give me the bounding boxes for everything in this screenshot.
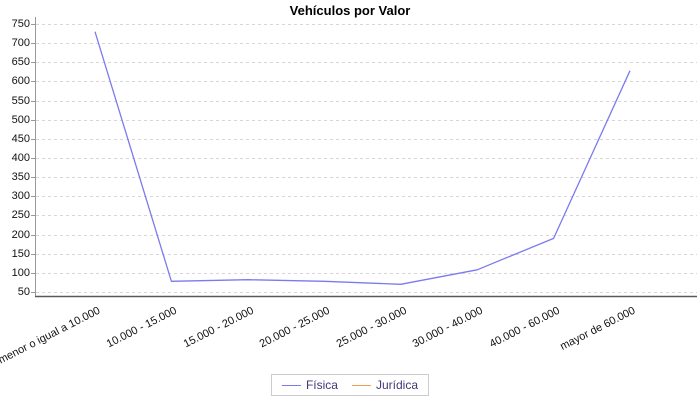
legend-item: Jurídica <box>351 378 419 392</box>
y-tick-label: 700 <box>11 36 30 49</box>
y-tick-label: 500 <box>11 113 30 126</box>
y-tick-label: 250 <box>11 208 30 221</box>
y-tick-label: 100 <box>11 266 30 279</box>
y-tick-label: 750 <box>11 17 30 30</box>
y-tick-label: 50 <box>17 285 30 298</box>
y-tick-label: 350 <box>11 170 30 183</box>
legend: Física Jurídica <box>270 374 430 396</box>
legend-label: Física <box>305 378 338 392</box>
y-tick-label: 300 <box>11 189 30 202</box>
y-tick-label: 400 <box>11 151 30 164</box>
legend-line-swatch <box>281 384 301 386</box>
y-tick-label: 650 <box>11 55 30 68</box>
legend-line-swatch <box>351 384 371 386</box>
legend-label: Jurídica <box>375 378 419 392</box>
y-tick-label: 600 <box>11 74 30 87</box>
y-tick-label: 200 <box>11 228 30 241</box>
chart-title: Vehículos por Valor <box>289 3 411 18</box>
legend-item: Física <box>281 378 338 392</box>
y-tick-label: 150 <box>11 247 30 260</box>
data-line-fisica <box>94 31 631 285</box>
y-tick-label: 450 <box>11 132 30 145</box>
y-tick-label: 550 <box>11 94 30 107</box>
